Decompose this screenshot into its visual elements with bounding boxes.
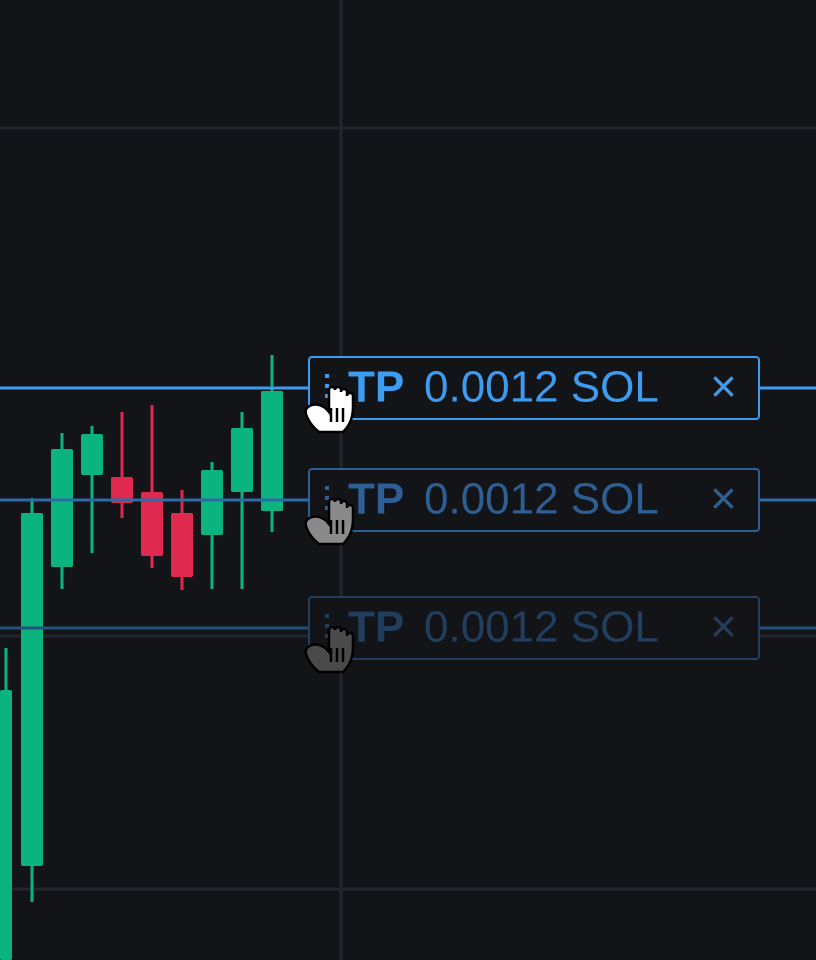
candle-body xyxy=(21,513,43,866)
candle-body xyxy=(51,449,73,567)
hand-shape xyxy=(304,497,355,546)
drag-dot xyxy=(325,506,329,510)
order-lines: TP 0.0012 SOL × TP 0.0012 SOL × TP 0.0012 SOL × xyxy=(0,356,816,674)
candles xyxy=(0,355,283,960)
drag-dot xyxy=(325,624,329,628)
order-amount: 0.0012 SOL xyxy=(424,363,659,412)
drag-dot xyxy=(325,384,329,388)
candle-body xyxy=(231,428,253,492)
candle-body xyxy=(201,470,223,535)
order-tag: TP xyxy=(348,603,404,652)
close-button[interactable]: × xyxy=(710,600,737,652)
drag-dot xyxy=(325,614,329,618)
cursor-hand xyxy=(304,625,355,674)
candle-body xyxy=(261,391,283,511)
order-line[interactable]: TP 0.0012 SOL × xyxy=(0,596,816,674)
candle-body xyxy=(111,477,133,503)
candle-body xyxy=(0,690,12,960)
order-label[interactable] xyxy=(308,468,760,532)
order-tag: TP xyxy=(348,363,404,412)
close-button[interactable]: × xyxy=(710,472,737,524)
drag-dot xyxy=(325,374,329,378)
candle-body xyxy=(141,492,163,556)
order-amount: 0.0012 SOL xyxy=(424,603,659,652)
cursor-hand xyxy=(304,497,355,546)
drag-dot xyxy=(325,486,329,490)
candle-body xyxy=(171,513,193,577)
hand-shape xyxy=(304,625,355,674)
order-tag: TP xyxy=(348,475,404,524)
cursor-hand xyxy=(304,385,355,434)
drag-dot xyxy=(325,496,329,500)
order-label[interactable] xyxy=(308,596,760,660)
order-line[interactable]: TP 0.0012 SOL × xyxy=(0,468,816,546)
close-button[interactable]: × xyxy=(710,360,737,412)
drag-dot xyxy=(325,394,329,398)
order-amount: 0.0012 SOL xyxy=(424,475,659,524)
drag-dot xyxy=(325,634,329,638)
candle-body xyxy=(81,434,103,475)
order-label[interactable] xyxy=(308,356,760,420)
hand-shape xyxy=(304,385,355,434)
order-line[interactable]: TP 0.0012 SOL × xyxy=(0,356,816,434)
